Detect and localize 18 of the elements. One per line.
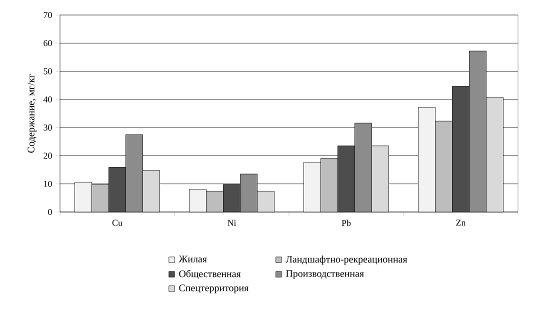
legend-label: Производственная [286, 270, 364, 279]
x-tick-label: Zn [456, 220, 466, 226]
y-tick-label: 20 [44, 152, 52, 159]
legend-label: Общественная [179, 270, 241, 280]
x-tick-label: Pb [342, 220, 351, 226]
y-tick-label: 0 [48, 208, 52, 216]
y-tick-label: 30 [44, 124, 52, 131]
x-tick-label: Ni [228, 220, 236, 226]
x-tick-label: Cu [112, 220, 122, 226]
y-tick-label: 50 [44, 68, 52, 74]
legend-label: Ландшафтно-рекреационная [286, 256, 408, 265]
y-axis-title: Содержание, мг/кг [28, 74, 36, 153]
y-tick-label: 60 [44, 40, 52, 46]
legend-label: Жилая [178, 256, 207, 262]
y-tick-label: 70 [44, 12, 52, 18]
legend-label: Спецтерритория [179, 284, 248, 294]
y-tick-label: 40 [43, 96, 52, 102]
y-tick-label: 10 [44, 180, 52, 187]
